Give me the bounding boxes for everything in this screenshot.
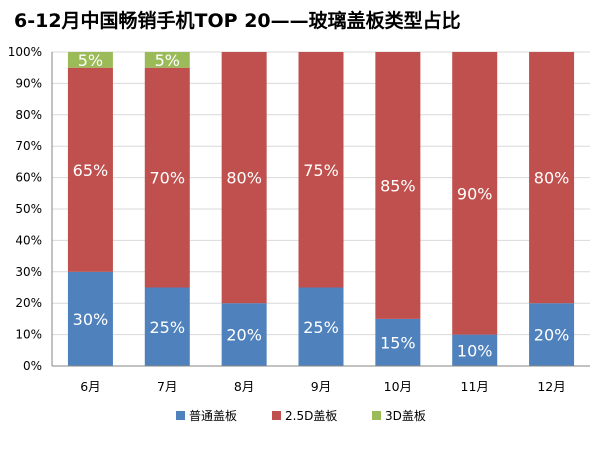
chart-title: 6-12月中国畅销手机TOP 20——玻璃盖板类型占比: [14, 9, 461, 32]
bar-segment: [221, 52, 267, 304]
data-label: 85%: [380, 176, 416, 195]
legend-swatch: [176, 411, 185, 420]
y-tick-label: 60%: [15, 171, 42, 185]
bar-segment: [144, 67, 190, 288]
y-axis: 0% 10% 20% 30% 40% 50% 60% 70% 80% 90% 100%: [8, 45, 53, 373]
data-label: 65%: [73, 161, 109, 180]
bar-segment: [221, 303, 267, 366]
x-tick-label: 9月: [311, 379, 331, 394]
data-label: 10%: [457, 341, 493, 360]
x-tick-label: 8月: [234, 379, 254, 394]
bar-segment: [529, 303, 575, 366]
data-label: 20%: [534, 326, 570, 345]
bar-segment: [452, 334, 498, 366]
x-tick-label: 6月: [80, 379, 100, 394]
y-tick-label: 100%: [8, 45, 42, 59]
legend-swatch: [372, 411, 381, 420]
bar-segment: [298, 52, 344, 288]
legend-label: 3D盖板: [385, 409, 426, 423]
y-tick-label: 0%: [23, 359, 42, 373]
data-label: 25%: [150, 318, 186, 337]
y-tick-label: 20%: [15, 296, 42, 310]
y-tick-label: 40%: [15, 233, 42, 247]
x-tick-label: 12月: [537, 379, 565, 394]
data-label: 80%: [534, 169, 570, 188]
x-tick-label: 11月: [461, 379, 489, 394]
bar-segment: [298, 287, 344, 366]
y-tick-label: 30%: [15, 265, 42, 279]
data-label: 20%: [226, 326, 262, 345]
data-label: 70%: [150, 169, 186, 188]
data-label: 5%: [155, 51, 180, 70]
bar-segment: [452, 52, 498, 335]
y-tick-label: 70%: [15, 139, 42, 153]
legend-label: 普通盖板: [189, 409, 237, 423]
data-label: 90%: [457, 184, 493, 203]
legend: 普通盖板 2.5D盖板 3D盖板: [176, 409, 426, 423]
y-tick-label: 90%: [15, 76, 42, 90]
legend-swatch: [272, 411, 281, 420]
data-label: 80%: [226, 169, 262, 188]
bar-segment: [529, 52, 575, 304]
y-tick-label: 50%: [15, 202, 42, 216]
x-tick-label: 7月: [157, 379, 177, 394]
bar-segment: [144, 287, 190, 366]
bars: 30% 65% 5% 25% 70% 5% 20% 80% 25% 75% 15% 85% 10% 90%…: [67, 51, 575, 366]
y-tick-label: 10%: [15, 328, 42, 342]
bar-segment: [67, 52, 113, 68]
data-label: 5%: [78, 51, 103, 70]
x-tick-label: 10月: [384, 379, 412, 394]
bar-segment: [67, 271, 113, 366]
x-axis: 6月 7月 8月 9月 10月 11月 12月: [52, 365, 590, 394]
bar-segment: [375, 52, 421, 319]
data-label: 30%: [73, 310, 109, 329]
data-label: 15%: [380, 333, 416, 352]
data-label: 75%: [303, 161, 339, 180]
bar-segment: [67, 67, 113, 272]
bar-segment: [375, 318, 421, 366]
bar-segment: [144, 52, 190, 68]
legend-label: 2.5D盖板: [285, 409, 337, 423]
y-tick-label: 80%: [15, 108, 42, 122]
data-label: 25%: [303, 318, 339, 337]
